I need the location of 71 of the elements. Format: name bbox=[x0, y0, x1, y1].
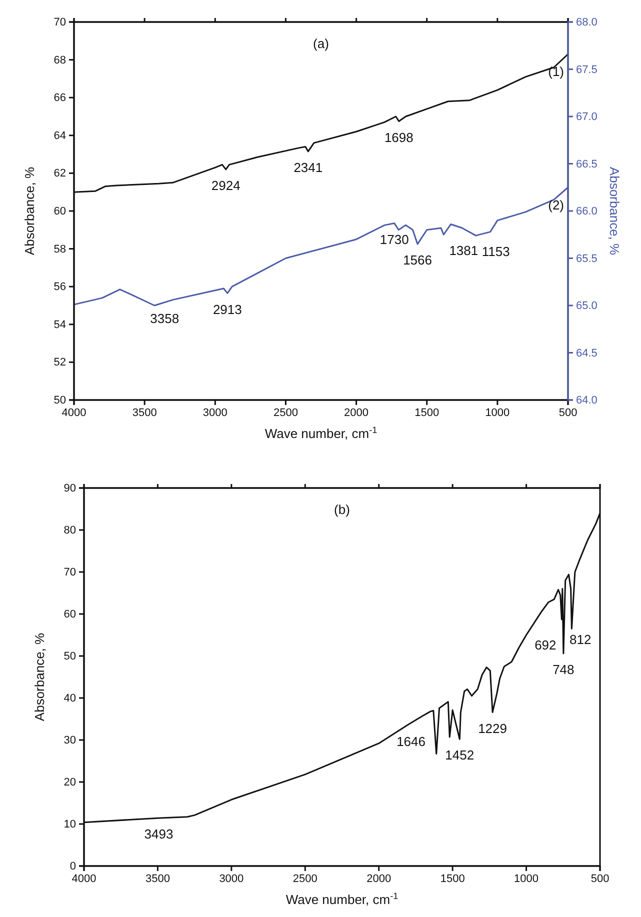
y-tick-label: 50 bbox=[64, 650, 76, 663]
annotation: 1381 bbox=[449, 243, 478, 258]
y-tick-label: 30 bbox=[64, 734, 76, 747]
y-tick-label: 68 bbox=[54, 54, 66, 66]
y2-tick-label: 67.5 bbox=[576, 64, 598, 76]
y-tick-label: 56 bbox=[54, 281, 66, 294]
y-tick-label: 40 bbox=[64, 692, 76, 705]
y-tick-label: 50 bbox=[54, 394, 66, 407]
y-axis-title: Absorbance, % bbox=[32, 632, 47, 722]
annotation: 2924 bbox=[211, 178, 240, 193]
annotation: 1646 bbox=[396, 734, 426, 749]
x-axis-title: Wave number, cm$^{-1}$ bbox=[264, 425, 378, 441]
x-tick-label: 1000 bbox=[514, 872, 539, 885]
y2-tick-label: 65.5 bbox=[576, 252, 598, 265]
y2-tick-label: 66.0 bbox=[576, 206, 598, 218]
x-tick-label: 3500 bbox=[132, 406, 157, 419]
series-label: (1) bbox=[548, 64, 564, 80]
annotation: 2913 bbox=[212, 302, 242, 317]
x-tick-label: 3000 bbox=[219, 872, 244, 885]
y2-tick-label: 68.0 bbox=[576, 16, 598, 29]
x-tick-label: 1000 bbox=[485, 406, 510, 419]
y-tick-label: 90 bbox=[64, 482, 76, 495]
y2-tick-label: 67.0 bbox=[576, 111, 598, 124]
x-tick-label: 2000 bbox=[366, 872, 392, 885]
y-tick-label: 10 bbox=[64, 818, 76, 831]
x-tick-label: 1500 bbox=[440, 872, 465, 885]
annotation: 1452 bbox=[445, 748, 474, 763]
y2-tick-label: 64.5 bbox=[576, 347, 598, 360]
annotation: 1698 bbox=[384, 130, 414, 145]
y-tick-label: 52 bbox=[54, 356, 66, 369]
x-tick-label: 500 bbox=[558, 406, 578, 419]
text: (a) bbox=[313, 36, 329, 51]
y2-tick-label: 65.0 bbox=[576, 300, 598, 312]
x-tick-label: 1500 bbox=[414, 406, 440, 419]
x-tick-label: 2000 bbox=[344, 406, 369, 419]
annotation: 3493 bbox=[144, 826, 174, 842]
y-tick-label: 60 bbox=[54, 206, 66, 218]
y-tick-label: 60 bbox=[64, 608, 76, 621]
x-axis-title: Wave number, cm$^{-1}$ bbox=[286, 891, 398, 907]
x-tick-label: 4000 bbox=[72, 872, 96, 885]
y2-tick-label: 64.0 bbox=[576, 394, 598, 407]
y-axis-title: Absorbance, % bbox=[22, 166, 37, 256]
y-tick-label: 20 bbox=[64, 776, 76, 789]
y2-tick-label: 66.5 bbox=[576, 158, 598, 170]
annotation: 1566 bbox=[403, 252, 432, 268]
y2-axis-title: Absorbance, % bbox=[607, 166, 622, 256]
annotation: 692 bbox=[534, 637, 556, 652]
x-tick-label: 3000 bbox=[202, 406, 228, 419]
y-tick-label: 62 bbox=[54, 168, 66, 180]
text: (b) bbox=[334, 502, 350, 517]
x-tick-label: 500 bbox=[590, 872, 610, 885]
annotation: 748 bbox=[552, 662, 574, 678]
y-tick-label: 64 bbox=[54, 130, 66, 142]
x-tick-label: 4000 bbox=[62, 406, 86, 419]
annotation: 1153 bbox=[482, 244, 510, 260]
annotation: 1229 bbox=[478, 720, 507, 736]
annotation: 3358 bbox=[150, 311, 180, 326]
annotation: 2341 bbox=[294, 160, 323, 176]
y-tick-label: 70 bbox=[64, 566, 76, 579]
y-tick-label: 80 bbox=[64, 524, 76, 537]
annotation: 812 bbox=[570, 632, 592, 647]
y-tick-label: 70 bbox=[54, 16, 66, 29]
y-tick-label: 66 bbox=[54, 92, 66, 104]
series-label: (2) bbox=[548, 197, 564, 212]
y-tick-label: 58 bbox=[54, 243, 66, 256]
y-tick-label: 54 bbox=[54, 318, 66, 331]
x-tick-label: 2500 bbox=[292, 872, 318, 885]
y-tick-label: 0 bbox=[70, 860, 76, 873]
annotation: 1730 bbox=[380, 232, 409, 247]
x-tick-label: 3500 bbox=[145, 872, 170, 885]
x-tick-label: 2500 bbox=[273, 406, 298, 419]
